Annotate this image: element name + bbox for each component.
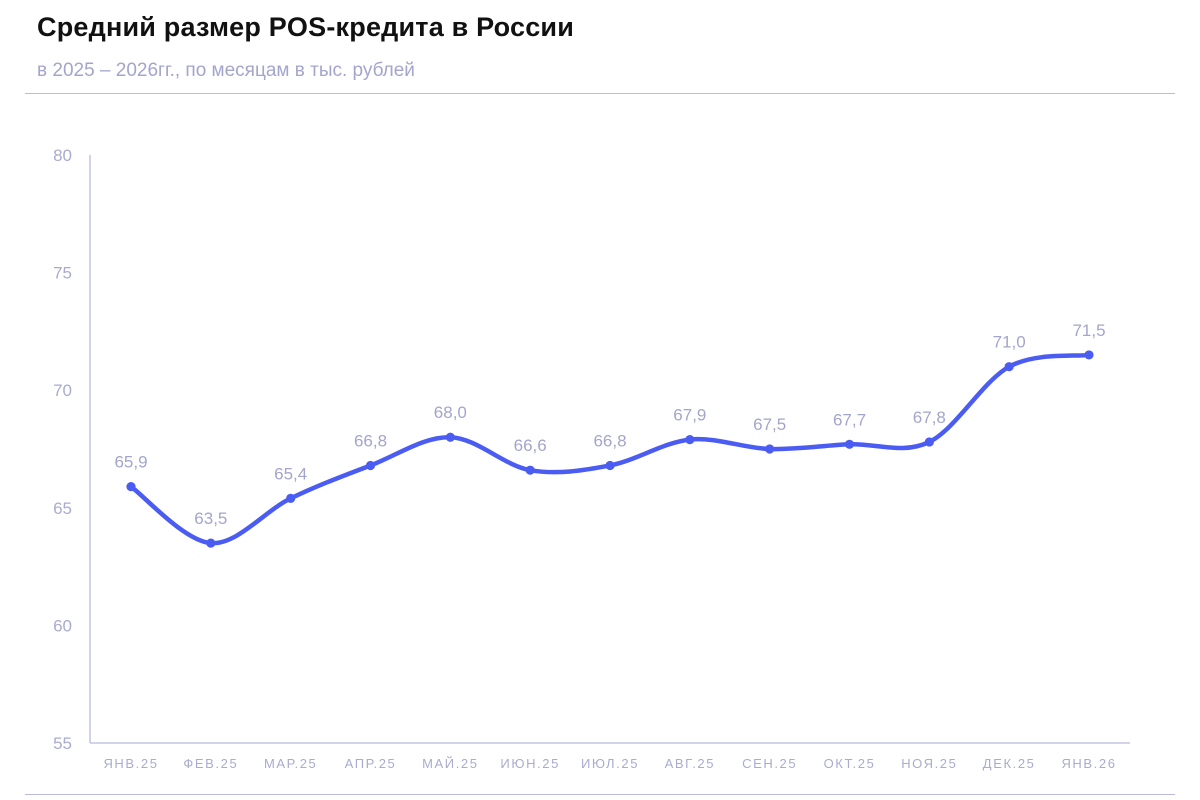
chart-axes [89, 155, 1130, 744]
x-tick-label: СЕН.25 [742, 756, 797, 771]
chart-subtitle: в 2025 – 2026гг., по месяцам в тыс. рубл… [37, 60, 415, 81]
y-tick-label: 60 [53, 616, 72, 635]
data-point [765, 444, 775, 454]
y-tick-label: 80 [53, 146, 72, 165]
data-point [1004, 362, 1014, 372]
data-label: 67,5 [753, 415, 786, 434]
data-label: 71,5 [1072, 321, 1105, 340]
data-point [1084, 350, 1094, 360]
x-tick-label: ИЮЛ.25 [581, 756, 639, 771]
y-tick-label: 65 [53, 499, 72, 518]
x-tick-label: МАР.25 [264, 756, 317, 771]
x-tick-label: ИЮН.25 [500, 756, 560, 771]
chart-title: Средний размер POS-кредита в России [37, 12, 575, 42]
x-tick-label: ДЕК.25 [983, 756, 1036, 771]
data-label: 67,9 [673, 406, 706, 425]
y-tick-label: 70 [53, 381, 72, 400]
data-label: 71,0 [993, 333, 1026, 352]
data-point [445, 432, 455, 442]
data-label: 66,8 [593, 431, 626, 450]
data-point [685, 434, 695, 445]
x-tick-label: НОЯ.25 [901, 756, 957, 771]
data-label: 67,7 [833, 410, 866, 429]
header-divider [25, 93, 1175, 94]
x-tick-label: ОКТ.25 [824, 756, 876, 771]
x-tick-label: ФЕВ.25 [183, 756, 238, 771]
x-tick-label: ЯНВ.25 [103, 756, 158, 771]
data-point [924, 437, 934, 447]
data-point [525, 465, 535, 475]
x-tick-label: АПР.25 [345, 756, 397, 771]
x-tick-label: ЯНВ.26 [1061, 756, 1116, 771]
data-point [206, 538, 216, 548]
x-axis-labels: ЯНВ.25 ФЕВ.25 МАР.25 АПР.25 МАЙ.25 ИЮН.25 ИЮЛ.… [103, 756, 1116, 771]
data-label: 65,4 [274, 464, 307, 483]
footer-divider [25, 794, 1175, 795]
y-tick-label: 75 [53, 264, 72, 283]
data-label: 65,9 [114, 453, 147, 472]
x-tick-label: АВГ.25 [665, 756, 715, 771]
data-label: 68,0 [434, 403, 467, 422]
data-point [605, 460, 615, 471]
data-labels: 65,9 63,5 65,4 66,8 68,0 66,6 66,8 67,9 67,5 67,7… [114, 321, 1105, 528]
data-label: 66,8 [354, 431, 387, 450]
y-axis-labels: 55 60 65 70 75 80 [53, 146, 72, 753]
data-label: 67,8 [913, 408, 946, 427]
data-label: 66,6 [514, 436, 547, 455]
data-points [126, 350, 1094, 548]
data-point [126, 482, 136, 492]
data-point [286, 493, 296, 503]
y-tick-label: 55 [53, 734, 72, 753]
data-point [844, 439, 855, 449]
x-tick-label: МАЙ.25 [422, 756, 479, 771]
data-point [365, 460, 376, 471]
data-label: 63,5 [194, 509, 227, 528]
